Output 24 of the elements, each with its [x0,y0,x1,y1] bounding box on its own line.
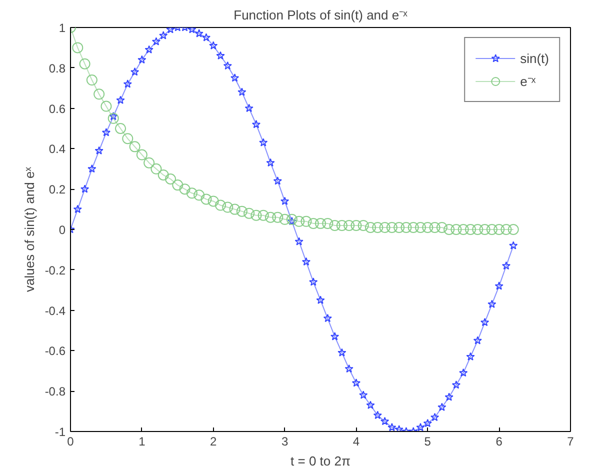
x-axis-title: t = 0 to 2π [290,454,350,468]
x-tick-label: 1 [138,434,146,448]
x-tick-label: 5 [424,434,432,448]
y-tick-label: 0.6 [48,102,66,116]
y-tick-label: -0.8 [44,384,66,399]
x-tick-label: 4 [352,434,360,448]
x-tick-label: 6 [496,434,503,448]
x-tick-label: 7 [567,434,574,448]
y-tick-label: 0 [58,223,66,237]
legend-label: e⁻ˣ [520,73,537,90]
y-axis-title: values of sin(t) and eˣ [22,166,37,292]
x-tick-label: 2 [210,434,218,448]
y-tick-label: -0.4 [44,304,66,318]
y-tick-label: -0.2 [44,263,66,278]
y-tick-label: 0.8 [48,61,66,76]
y-tick-label: -1 [54,425,66,439]
y-tick-label: -0.6 [44,344,66,358]
x-tick-label: 0 [67,434,74,448]
y-tick-label: 0.2 [48,182,66,197]
y-tick-label: 1 [58,21,66,35]
y-tick-label: 0.4 [48,142,66,156]
x-tick-label: 3 [281,434,288,448]
legend-label: sin(t) [520,50,549,66]
chart-title: Function Plots of sin(t) and e⁻ˣ [234,8,408,22]
